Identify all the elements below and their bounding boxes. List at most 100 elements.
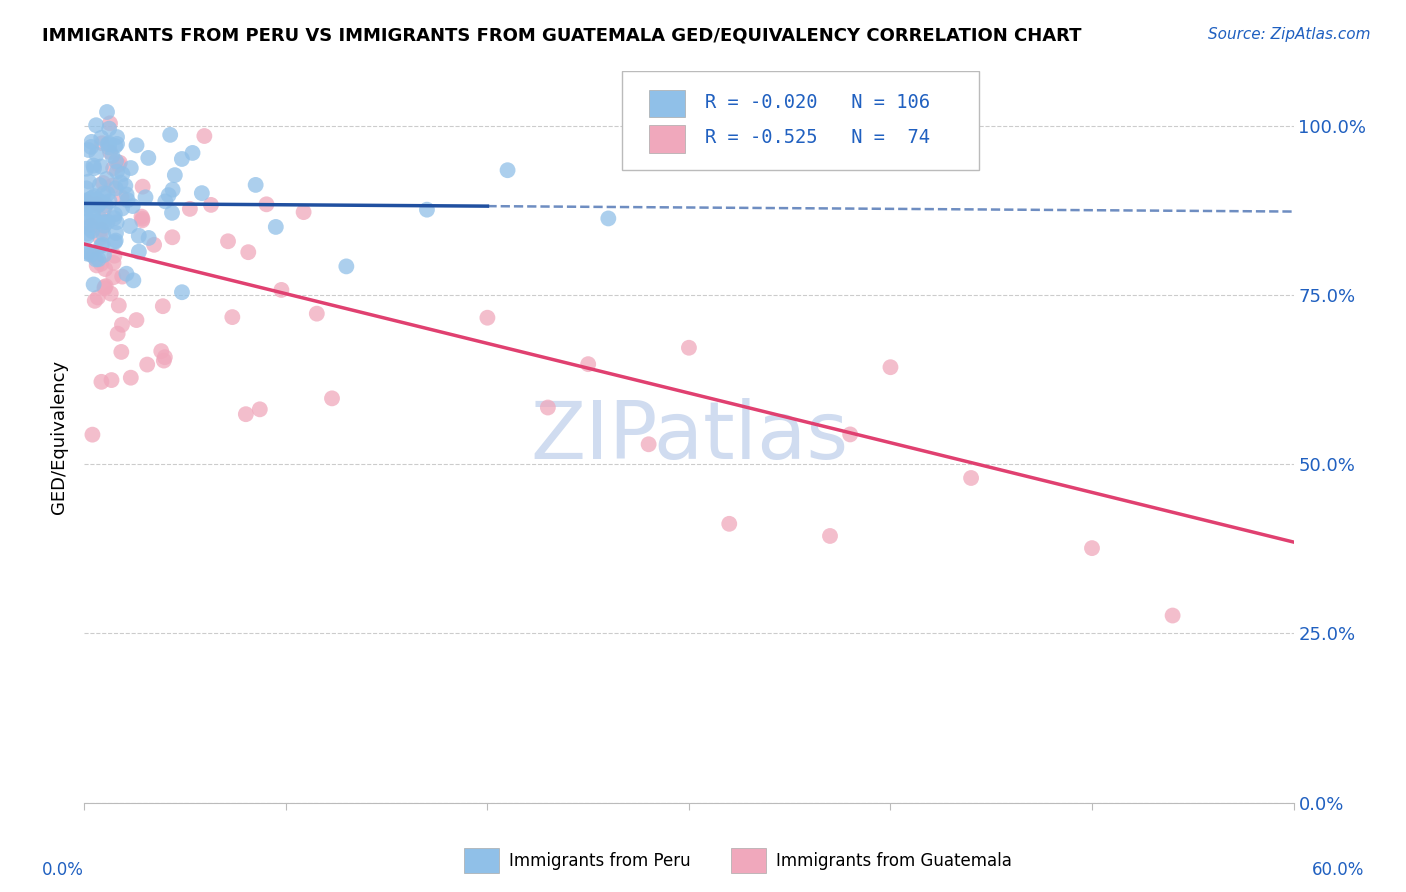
Point: [150, 344, 173, 359]
Point: [131, 179, 153, 194]
Point: [83, 198, 105, 212]
Point: [598, 211, 620, 226]
Point: [160, 206, 183, 220]
Point: [94, 198, 117, 212]
Point: [108, 298, 131, 312]
Point: [103, 256, 125, 270]
Point: [153, 350, 176, 364]
Point: [101, 178, 124, 193]
Point: [90, 195, 112, 210]
Point: [90, 160, 112, 174]
Point: [321, 392, 343, 406]
Point: [84, 252, 107, 267]
Point: [496, 163, 519, 178]
Point: [108, 155, 131, 169]
Point: [170, 152, 193, 166]
Point: [76, 211, 98, 225]
Point: [89, 231, 111, 245]
Point: [163, 168, 186, 182]
Point: [110, 176, 132, 190]
Point: [107, 158, 129, 172]
Point: [179, 202, 201, 216]
Point: [75, 198, 97, 212]
Point: [105, 136, 128, 151]
Point: [104, 207, 127, 221]
Point: [105, 226, 128, 240]
Bar: [650, 125, 685, 153]
Point: [93, 219, 115, 233]
Point: [105, 164, 128, 178]
Point: [118, 219, 141, 233]
Point: [104, 181, 127, 195]
Point: [83, 277, 105, 292]
Point: [76, 196, 98, 211]
Point: [249, 402, 271, 417]
Point: [82, 210, 104, 224]
Point: [82, 427, 104, 442]
Point: [477, 310, 499, 325]
Point: [101, 161, 124, 176]
Point: [75, 181, 97, 195]
Point: [416, 202, 439, 217]
Point: [136, 358, 159, 372]
Point: [86, 259, 108, 273]
Point: [93, 202, 115, 216]
Point: [1081, 541, 1104, 555]
Point: [115, 267, 138, 281]
Point: [76, 227, 98, 241]
Point: [96, 215, 118, 229]
Point: [181, 145, 204, 160]
Point: [270, 283, 292, 297]
Point: [159, 128, 181, 142]
Point: [89, 178, 111, 192]
Point: [131, 210, 153, 224]
Point: [292, 205, 315, 219]
Point: [170, 285, 193, 300]
Point: [120, 161, 142, 175]
Point: [264, 219, 287, 234]
Text: R = -0.525   N =  74: R = -0.525 N = 74: [704, 128, 929, 147]
Point: [105, 215, 128, 229]
Point: [117, 193, 139, 207]
Text: Immigrants from Peru: Immigrants from Peru: [509, 852, 690, 870]
Point: [87, 194, 110, 208]
Point: [76, 246, 98, 260]
Point: [93, 186, 115, 201]
Point: [235, 407, 257, 421]
Bar: [731, 848, 766, 873]
Point: [100, 373, 122, 387]
Bar: [650, 89, 685, 118]
Point: [86, 147, 108, 161]
Point: [105, 130, 128, 145]
Point: [93, 280, 115, 294]
Point: [75, 202, 97, 216]
Point: [83, 293, 105, 308]
Point: [103, 211, 125, 225]
Point: [101, 149, 124, 163]
Point: [80, 247, 103, 261]
FancyBboxPatch shape: [623, 71, 979, 170]
Point: [245, 178, 267, 192]
Point: [335, 260, 357, 274]
Point: [125, 313, 148, 327]
Point: [110, 345, 132, 359]
Point: [94, 279, 117, 293]
Point: [75, 161, 97, 176]
Point: [200, 198, 222, 212]
Point: [162, 230, 184, 244]
Point: [96, 105, 118, 120]
Point: [98, 116, 121, 130]
Point: [80, 192, 103, 206]
Point: [84, 118, 107, 132]
Point: [111, 202, 134, 216]
Point: [80, 224, 103, 238]
Point: [191, 186, 214, 201]
Point: [104, 234, 127, 248]
Point: [98, 145, 121, 159]
Point: [678, 341, 700, 355]
Point: [90, 222, 112, 236]
Point: [157, 188, 180, 202]
Point: [120, 370, 142, 384]
Point: [162, 183, 184, 197]
Point: [97, 140, 120, 154]
